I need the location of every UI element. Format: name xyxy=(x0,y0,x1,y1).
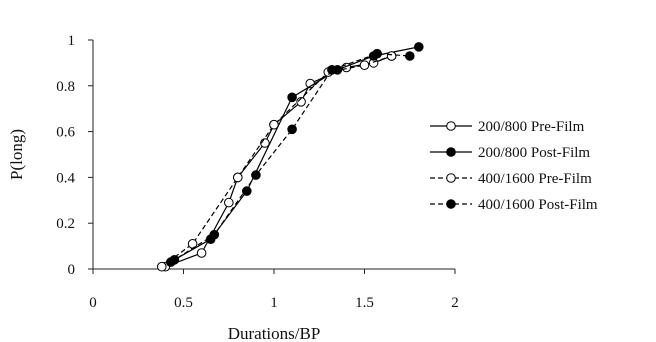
plot-area xyxy=(157,42,424,272)
data-point xyxy=(224,197,234,208)
legend-item: 400/1600 Post-Film xyxy=(430,197,598,213)
legend-label: 200/800 Post-Film xyxy=(478,145,590,161)
data-point xyxy=(233,172,243,183)
data-point xyxy=(251,170,261,180)
data-point xyxy=(327,65,337,75)
x-tick-label: 1.5 xyxy=(355,295,374,311)
data-point xyxy=(414,42,424,52)
legend-marker xyxy=(446,199,456,209)
data-point xyxy=(209,229,220,240)
x-axis-title: Durations/BP xyxy=(228,324,321,342)
legend-label: 400/1600 Pre-Film xyxy=(478,171,592,187)
x-tick-label: 2 xyxy=(451,295,459,311)
axes: 0 0.2 0.4 0.6 0.8 1 0 0.5 1 1.5 2 xyxy=(56,33,459,311)
legend-label: 400/1600 Post-Film xyxy=(478,197,598,213)
series-3 xyxy=(157,51,397,272)
y-tick-label: 1 xyxy=(68,33,76,49)
y-tick-label: 0.4 xyxy=(56,170,75,186)
data-point xyxy=(166,257,176,267)
x-tick-label: 0 xyxy=(89,295,97,311)
legend-marker xyxy=(446,121,456,131)
legend-marker xyxy=(446,173,456,183)
x-tick-label: 0.5 xyxy=(174,295,193,311)
data-point xyxy=(242,186,252,196)
y-tick-label: 0.6 xyxy=(56,125,75,141)
y-tick-label: 0 xyxy=(68,262,76,278)
y-axis-title: P(long) xyxy=(7,129,26,180)
data-point xyxy=(157,261,167,272)
data-point xyxy=(187,239,198,249)
data-point xyxy=(296,97,306,107)
legend-item: 200/800 Pre-Film xyxy=(430,119,585,135)
data-point xyxy=(386,51,397,61)
legend-label: 200/800 Pre-Film xyxy=(478,119,585,135)
legend-marker xyxy=(446,147,456,157)
data-point xyxy=(405,51,415,61)
legend-item: 400/1600 Pre-Film xyxy=(430,171,592,187)
data-point xyxy=(269,119,279,130)
data-point xyxy=(372,48,383,59)
data-point xyxy=(359,60,370,70)
x-tick-label: 1 xyxy=(270,295,278,311)
data-point xyxy=(196,248,207,258)
series-4 xyxy=(166,48,415,267)
data-point xyxy=(287,92,297,103)
y-tick-label: 0.2 xyxy=(56,216,75,232)
legend: 200/800 Pre-Film 200/800 Post-Film 400/160… xyxy=(430,119,598,213)
y-tick-label: 0.8 xyxy=(56,79,75,95)
data-point xyxy=(287,124,297,135)
legend-item: 200/800 Post-Film xyxy=(430,145,590,161)
